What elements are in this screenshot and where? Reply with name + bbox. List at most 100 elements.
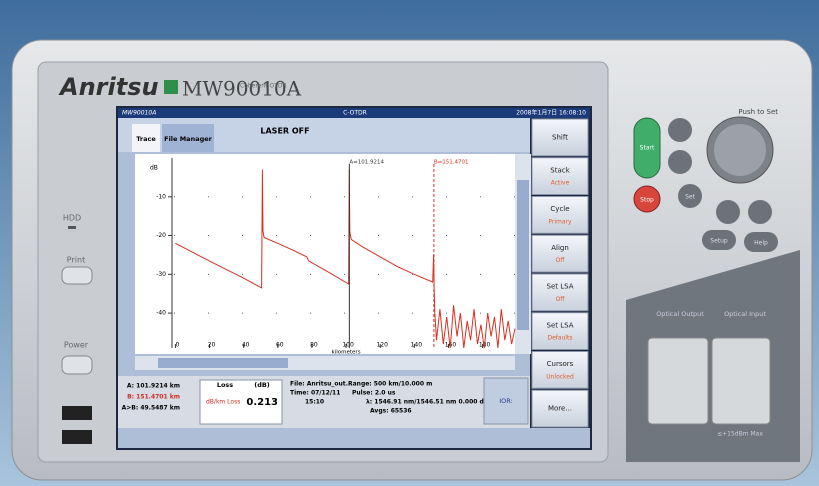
- hdd-label: HDD: [63, 214, 81, 223]
- start-key[interactable]: [633, 117, 661, 179]
- x-axis-label: kilometers: [332, 350, 361, 356]
- trace-line: [175, 169, 516, 349]
- info-panel: [118, 376, 530, 428]
- set-key[interactable]: [678, 184, 702, 208]
- x-tick-label: 0: [175, 342, 179, 349]
- port-label: Optical Input: [724, 310, 766, 318]
- left-key[interactable]: [716, 200, 740, 224]
- h-scroll-thumb[interactable]: [158, 358, 288, 368]
- side-button[interactable]: [531, 157, 589, 195]
- y-axis-label: dB: [150, 165, 158, 172]
- ior-button[interactable]: [483, 377, 529, 425]
- titlebar-right: 2008年1月7日 16:08:10: [516, 109, 586, 117]
- key-label: Stop: [640, 197, 654, 204]
- side-button[interactable]: [531, 273, 589, 312]
- side-button-state: Off: [556, 296, 566, 303]
- tab-trace[interactable]: [132, 124, 160, 152]
- ior-label: IOR:: [499, 397, 513, 405]
- side-button[interactable]: [531, 196, 589, 234]
- v-scroll-thumb[interactable]: [517, 180, 529, 330]
- down-key[interactable]: [668, 150, 692, 174]
- x-tick-label: 60: [276, 342, 284, 349]
- power-label: Power: [64, 341, 89, 350]
- plot-panel: [135, 154, 515, 354]
- side-button[interactable]: [531, 234, 589, 273]
- hdd-led: [68, 226, 76, 229]
- averages: Avgs: 65536: [370, 408, 412, 415]
- x-tick-label: 40: [242, 342, 250, 349]
- loss-unit: (dB): [254, 381, 270, 389]
- pulse: Pulse: 2.0 us: [352, 390, 396, 397]
- side-button-label: Cycle: [550, 205, 569, 213]
- side-button[interactable]: [531, 312, 589, 350]
- side-button-label: Shift: [552, 133, 568, 141]
- side-button-label: Cursors: [547, 360, 574, 368]
- side-button[interactable]: [531, 351, 589, 389]
- file-time: Time: 07/12/11: [290, 390, 340, 397]
- optical-output-port[interactable]: [647, 337, 709, 425]
- up-key[interactable]: [668, 118, 692, 142]
- cursor-label: B=151.4701: [434, 160, 469, 166]
- brand-mark: [164, 80, 178, 94]
- optical-input-port[interactable]: [711, 337, 771, 425]
- y-tick-label: -30: [156, 271, 166, 278]
- brand: Anritsu: [58, 73, 159, 101]
- key-label: Setup: [710, 238, 728, 245]
- y-tick-label: -10: [156, 193, 166, 200]
- side-button-state: Unlocked: [546, 373, 574, 380]
- stop-key[interactable]: [633, 185, 661, 213]
- usb-port: [62, 430, 92, 444]
- x-tick-label: 20: [208, 342, 216, 349]
- x-tick-label: 140: [411, 342, 423, 349]
- right-key[interactable]: [748, 200, 772, 224]
- side-button-label: Stack: [550, 166, 570, 174]
- loss-header: Loss: [217, 381, 233, 389]
- y-tick-label: -40: [156, 310, 166, 317]
- cursor-b: B: 151.4701 km: [127, 394, 180, 401]
- model: MW90010A: [182, 77, 302, 101]
- laser-status: LASER OFF: [260, 127, 309, 136]
- side-button-label: Set LSA: [547, 283, 574, 291]
- wavelength: λ: 1546.91 nm/1546.51 nm 0.000 dBm: [366, 399, 495, 406]
- print-label: Print: [67, 256, 85, 265]
- loss-label: dB/km Loss: [206, 399, 240, 406]
- side-button-label: More...: [548, 405, 572, 413]
- range: Range: 500 km/10.000 m: [348, 381, 432, 388]
- loss-value: 0.213: [246, 397, 278, 408]
- file-clock: 15:10: [305, 399, 324, 406]
- subtitle: Coherent OTDR: [240, 83, 287, 90]
- side-button-state: Primary: [548, 218, 572, 225]
- setup-key[interactable]: [702, 230, 736, 250]
- side-button-label: Align: [551, 244, 569, 252]
- side-button-label: Set LSA: [547, 321, 574, 329]
- rotary-knob-cap: [714, 124, 766, 176]
- x-tick-label: 80: [310, 342, 318, 349]
- tab-label: File Manager: [164, 135, 212, 143]
- help-key[interactable]: [744, 232, 778, 252]
- titlebar-left: MW90010A: [122, 110, 156, 117]
- key-label: Start: [640, 145, 655, 152]
- loss-box: [199, 379, 283, 425]
- x-tick-label: 100: [342, 342, 354, 349]
- side-button[interactable]: [531, 389, 589, 428]
- port-label: Optical Output: [656, 310, 704, 318]
- power-button[interactable]: [61, 355, 93, 375]
- side-button[interactable]: [531, 118, 589, 157]
- x-tick-label: 120: [376, 342, 388, 349]
- side-button-state: Defaults: [547, 335, 572, 342]
- titlebar-center: C-OTDR: [343, 110, 367, 117]
- usb-port: [62, 406, 92, 420]
- print-button[interactable]: [61, 266, 93, 285]
- cursor-label: A=101.9214: [349, 160, 384, 166]
- titlebar: [118, 108, 590, 118]
- tab-file-manager[interactable]: [162, 124, 214, 152]
- cursor-diff: A>B: 49.5487 km: [122, 405, 180, 412]
- file-name: File: Anritsu_out...: [290, 381, 353, 388]
- tab-label: Trace: [136, 135, 156, 143]
- key-label: Help: [754, 240, 768, 247]
- key-label: Set: [685, 194, 696, 201]
- cursor-a: A: 101.9214 km: [127, 383, 180, 390]
- port-note: ≤+15dBm Max: [717, 431, 763, 438]
- screen-footer: [118, 428, 590, 448]
